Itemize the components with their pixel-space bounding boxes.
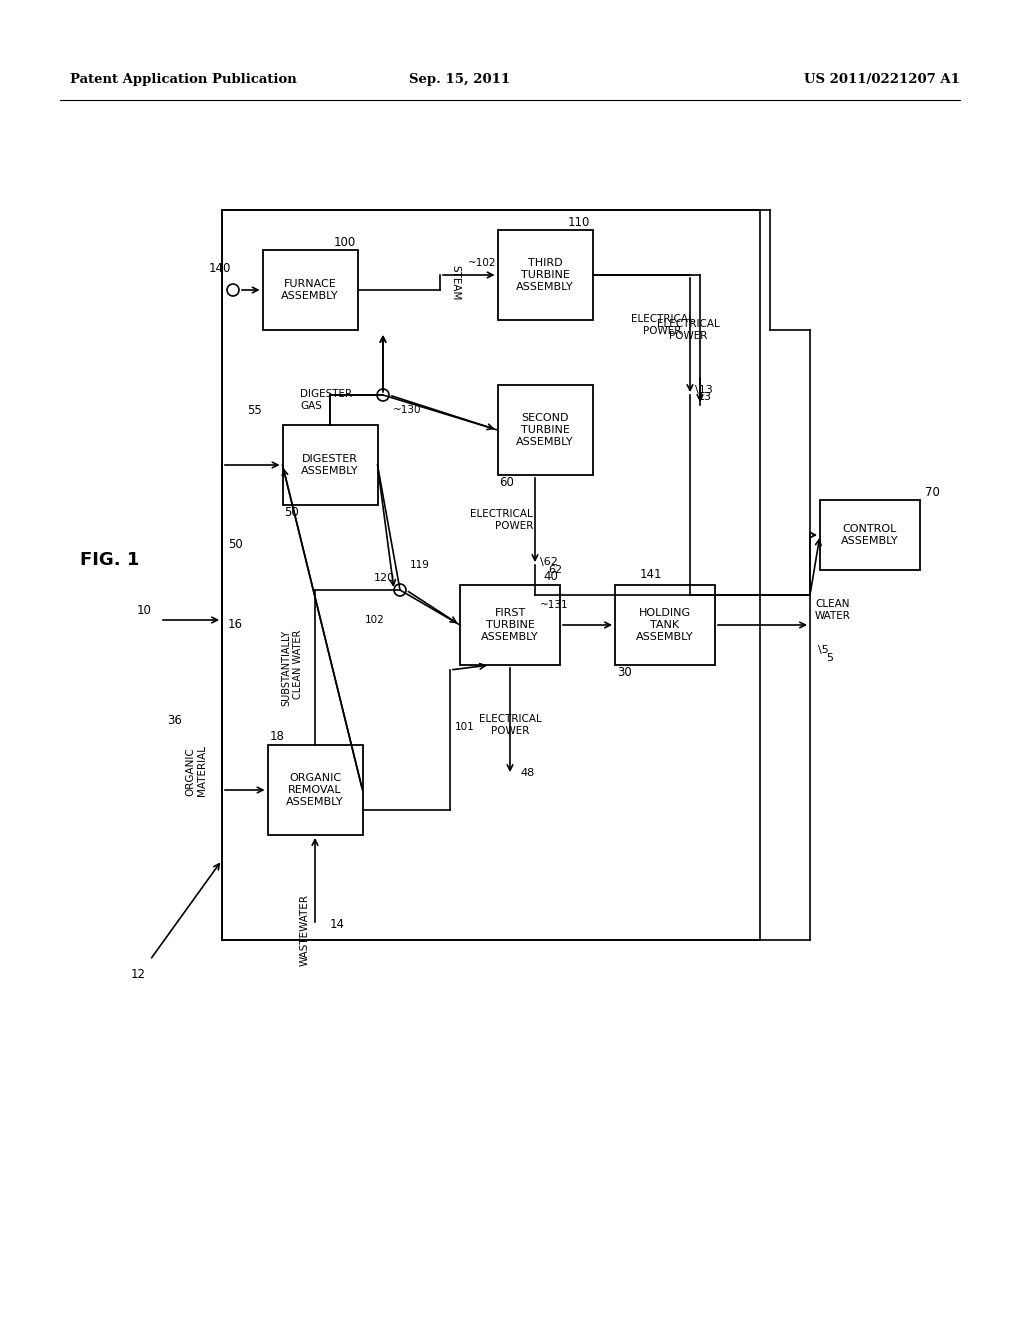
- Text: ~130: ~130: [393, 405, 422, 414]
- Text: STEAM: STEAM: [450, 265, 460, 300]
- Text: 36: 36: [168, 714, 182, 726]
- Text: HOLDING
TANK
ASSEMBLY: HOLDING TANK ASSEMBLY: [636, 607, 694, 643]
- Text: 10: 10: [137, 603, 152, 616]
- Text: 102: 102: [366, 615, 385, 624]
- Bar: [460, 585, 560, 665]
- Bar: [262, 249, 357, 330]
- Text: 48: 48: [520, 768, 535, 777]
- Text: 119: 119: [410, 560, 430, 570]
- Text: 110: 110: [568, 215, 591, 228]
- Text: 12: 12: [130, 969, 145, 982]
- Text: 101: 101: [455, 722, 475, 733]
- Text: ELECTRICAL
POWER: ELECTRICAL POWER: [656, 319, 720, 341]
- Text: ~131: ~131: [540, 601, 568, 610]
- Text: 120: 120: [374, 573, 395, 583]
- Text: 62: 62: [548, 565, 562, 576]
- Text: 70: 70: [925, 486, 940, 499]
- Text: SECOND
TURBINE
ASSEMBLY: SECOND TURBINE ASSEMBLY: [516, 413, 573, 447]
- Text: DIGESTER
ASSEMBLY: DIGESTER ASSEMBLY: [301, 454, 358, 477]
- Text: 100: 100: [333, 235, 355, 248]
- Text: Patent Application Publication: Patent Application Publication: [70, 74, 297, 87]
- Text: 40: 40: [543, 570, 558, 583]
- Text: 50: 50: [228, 539, 243, 552]
- Text: 55: 55: [248, 404, 262, 417]
- Bar: [283, 425, 378, 506]
- Text: 50: 50: [285, 507, 299, 520]
- Text: ELECTRICAL
POWER: ELECTRICAL POWER: [478, 714, 542, 735]
- Text: 16: 16: [228, 619, 243, 631]
- Text: FIG. 1: FIG. 1: [80, 550, 139, 569]
- Text: ORGANIC
REMOVAL
ASSEMBLY: ORGANIC REMOVAL ASSEMBLY: [286, 772, 344, 808]
- Text: ORGANIC
MATERIAL: ORGANIC MATERIAL: [185, 744, 207, 796]
- Text: 30: 30: [617, 667, 632, 680]
- Text: ~102: ~102: [468, 257, 497, 268]
- Text: ELECTRICAL
POWER: ELECTRICAL POWER: [470, 510, 534, 531]
- Bar: [820, 500, 920, 570]
- Text: \13: \13: [695, 385, 713, 395]
- Text: WASTEWATER: WASTEWATER: [300, 894, 310, 966]
- Text: \5: \5: [818, 645, 828, 655]
- Text: 14: 14: [330, 919, 345, 932]
- Text: CONTROL
ASSEMBLY: CONTROL ASSEMBLY: [841, 524, 899, 546]
- Text: 18: 18: [269, 730, 285, 743]
- Text: 13: 13: [698, 392, 712, 403]
- Bar: [267, 744, 362, 836]
- Text: 60: 60: [500, 477, 514, 490]
- Bar: [498, 230, 593, 319]
- Text: DIGESTER
GAS: DIGESTER GAS: [300, 389, 352, 411]
- Text: 5: 5: [826, 653, 833, 663]
- Text: FURNACE
ASSEMBLY: FURNACE ASSEMBLY: [282, 279, 339, 301]
- Text: \62: \62: [540, 557, 558, 568]
- Text: 140: 140: [209, 261, 231, 275]
- Text: Sep. 15, 2011: Sep. 15, 2011: [410, 74, 511, 87]
- Text: SUBSTANTIALLY
CLEAN WATER: SUBSTANTIALLY CLEAN WATER: [282, 630, 303, 706]
- Text: FIRST
TURBINE
ASSEMBLY: FIRST TURBINE ASSEMBLY: [481, 607, 539, 643]
- Bar: [615, 585, 715, 665]
- Text: 141: 141: [640, 569, 663, 582]
- Text: CLEAN
WATER: CLEAN WATER: [815, 599, 851, 620]
- Text: THIRD
TURBINE
ASSEMBLY: THIRD TURBINE ASSEMBLY: [516, 257, 573, 293]
- Text: US 2011/0221207 A1: US 2011/0221207 A1: [804, 74, 961, 87]
- Bar: [498, 385, 593, 475]
- Text: ELECTRICAL
POWER: ELECTRICAL POWER: [631, 314, 693, 335]
